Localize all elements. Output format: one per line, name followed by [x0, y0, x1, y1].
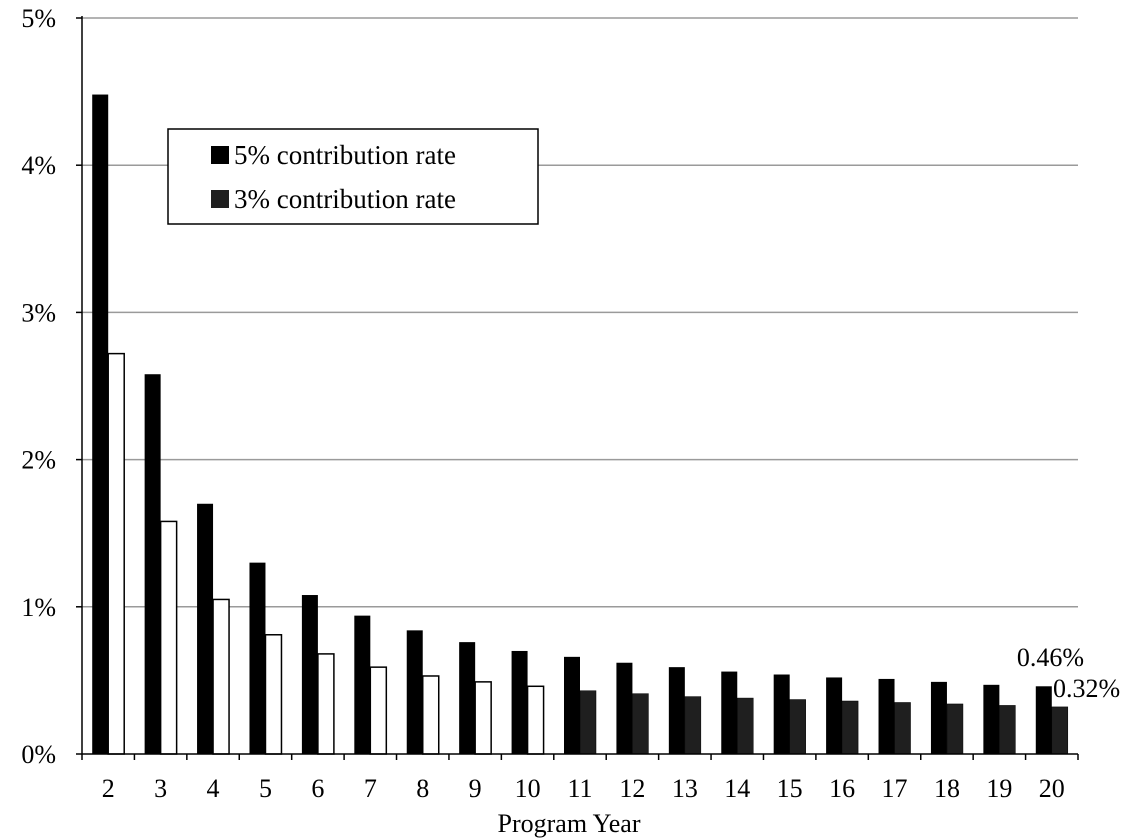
legend: 5% contribution rate 3% contribution rat… — [167, 128, 539, 225]
data-label-5pct-year-20: 0.46% — [1017, 643, 1084, 672]
x-axis-title: Program Year — [498, 809, 641, 838]
bar-3pct-year-11 — [579, 690, 597, 755]
bar-3pct-year-6 — [317, 653, 335, 755]
bar-5pct-year-8 — [406, 630, 423, 754]
legend-swatch-5pct — [211, 146, 229, 164]
bar-3pct-year-20 — [1051, 706, 1069, 755]
bar-3pct-year-17 — [894, 702, 911, 755]
y-tick-label: 1% — [21, 593, 56, 622]
bar-5pct-year-7 — [354, 615, 371, 754]
bar-5pct-year-13 — [668, 667, 685, 754]
bar-5pct-year-14 — [721, 671, 738, 754]
x-tick-label: 10 — [515, 774, 541, 803]
x-tick-label: 16 — [829, 774, 855, 803]
x-tick-label: 13 — [672, 774, 698, 803]
bars — [92, 94, 1069, 755]
bar-3pct-year-7 — [369, 666, 388, 755]
data-label-3pct-year-20: 0.32% — [1053, 674, 1120, 703]
bar-3pct-year-3 — [159, 520, 178, 755]
x-tick-label: 19 — [986, 774, 1012, 803]
bar-5pct-year-17 — [878, 678, 895, 754]
axes — [76, 16, 1079, 760]
bar-5pct-year-5 — [249, 562, 266, 754]
bar-3pct-year-10 — [526, 685, 545, 755]
x-tick-label: 6 — [311, 774, 324, 803]
bar-3pct-year-8 — [421, 675, 440, 755]
x-tick-label: 12 — [619, 774, 645, 803]
x-tick-label: 9 — [469, 774, 482, 803]
bar-3pct-year-5 — [264, 634, 283, 755]
bar-5pct-year-18 — [930, 681, 947, 754]
bar-3pct-year-14 — [737, 697, 754, 755]
bar-3pct-year-13 — [684, 696, 702, 755]
bar-3pct-year-18 — [946, 703, 964, 755]
bar-5pct-year-4 — [197, 503, 214, 754]
x-tick-label: 17 — [882, 774, 908, 803]
bar-5pct-year-20 — [1035, 686, 1052, 754]
bar-5pct-year-10 — [511, 650, 528, 754]
y-axis-ticks: 0% 1% 2% 3% 4% 5% — [21, 4, 56, 769]
bar-3pct-year-16 — [841, 700, 859, 755]
y-tick-label: 5% — [21, 4, 56, 33]
bar-3pct-year-9 — [474, 681, 492, 755]
x-axis-ticks: 2 3 4 5 6 7 8 9 10 11 12 13 14 15 16 17 18 19 20 — [102, 774, 1065, 803]
bar-5pct-year-16 — [826, 677, 843, 754]
data-labels: 0.46% 0.32% — [1017, 643, 1120, 703]
bar-5pct-year-19 — [983, 684, 1000, 754]
bar-5pct-year-2 — [92, 94, 109, 754]
bar-3pct-year-2 — [107, 352, 125, 755]
y-tick-label: 0% — [21, 740, 56, 769]
legend-swatch-3pct — [211, 190, 229, 208]
bar-5pct-year-6 — [301, 595, 318, 754]
legend-box — [167, 128, 539, 225]
legend-label-3pct: 3% contribution rate — [234, 184, 456, 214]
gridlines — [82, 17, 1078, 608]
x-tick-label: 4 — [207, 774, 220, 803]
legend-label-5pct: 5% contribution rate — [234, 140, 456, 170]
x-tick-label: 11 — [567, 774, 592, 803]
x-tick-label: 18 — [934, 774, 960, 803]
x-tick-label: 14 — [724, 774, 750, 803]
x-tick-label: 20 — [1039, 774, 1065, 803]
y-tick-label: 3% — [21, 298, 56, 327]
bar-3pct-year-15 — [789, 699, 806, 755]
x-tick-label: 3 — [154, 774, 167, 803]
x-tick-label: 7 — [364, 774, 377, 803]
bar-5pct-year-9 — [459, 642, 476, 754]
bar-5pct-year-3 — [144, 374, 161, 754]
x-tick-label: 2 — [102, 774, 115, 803]
bar-3pct-year-12 — [632, 693, 649, 755]
x-tick-label: 15 — [777, 774, 803, 803]
y-tick-label: 2% — [21, 446, 56, 475]
bar-5pct-year-12 — [616, 662, 633, 754]
y-tick-label: 4% — [21, 151, 56, 180]
bar-3pct-year-19 — [999, 705, 1016, 755]
bar-5pct-year-15 — [773, 674, 790, 754]
x-tick-label: 5 — [259, 774, 272, 803]
bar-5pct-year-11 — [564, 656, 580, 754]
bar-3pct-year-4 — [212, 598, 230, 755]
x-tick-label: 8 — [416, 774, 429, 803]
